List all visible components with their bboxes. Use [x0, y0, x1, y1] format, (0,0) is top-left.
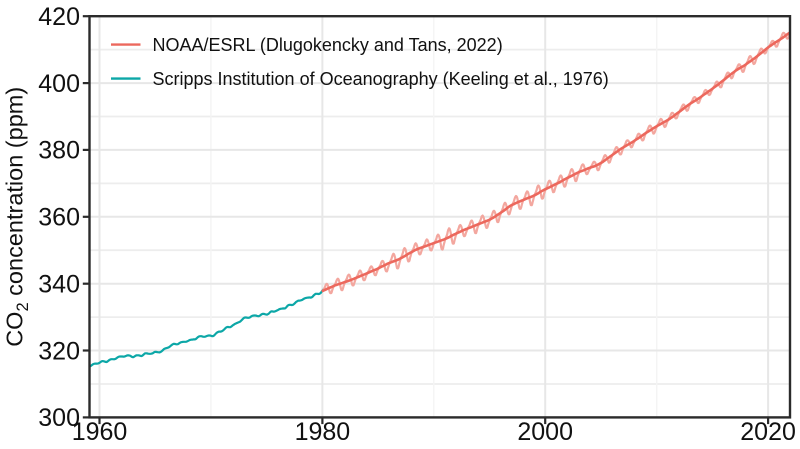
- svg-text:300: 300: [38, 404, 80, 432]
- svg-text:Scripps Institution of Oceanog: Scripps Institution of Oceanography (Kee…: [153, 69, 609, 89]
- svg-text:400: 400: [38, 70, 80, 98]
- svg-text:2020: 2020: [740, 418, 796, 446]
- svg-text:2000: 2000: [517, 418, 573, 446]
- svg-text:420: 420: [38, 3, 80, 31]
- svg-text:CO2 concentration (ppm): CO2 concentration (ppm): [2, 87, 32, 347]
- svg-text:1980: 1980: [295, 418, 351, 446]
- svg-text:340: 340: [38, 271, 80, 299]
- svg-text:320: 320: [38, 337, 80, 365]
- svg-text:1960: 1960: [72, 418, 128, 446]
- svg-text:360: 360: [38, 204, 80, 232]
- svg-text:NOAA/ESRL (Dlugokencky and Tan: NOAA/ESRL (Dlugokencky and Tans, 2022): [153, 35, 503, 55]
- svg-text:380: 380: [38, 137, 80, 165]
